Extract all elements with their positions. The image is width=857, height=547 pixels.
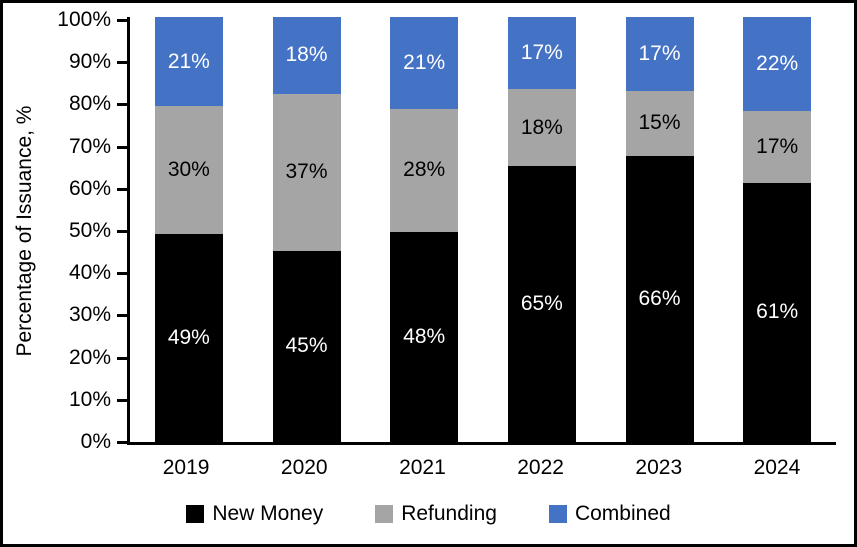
x-tick-label-2024: 2024 — [753, 456, 801, 479]
data-label: 28% — [403, 158, 446, 182]
legend-swatch-icon — [548, 505, 567, 523]
bar-column-2023: 17% 15% 66% — [601, 17, 719, 442]
data-label: 17% — [520, 41, 563, 65]
stacked-bar-2022: 17% 18% 65% — [507, 17, 576, 442]
data-label: 61% — [756, 300, 799, 324]
y-tick-mark — [117, 230, 130, 233]
bar-column-2022: 17% 18% 65% — [483, 17, 601, 442]
bar-segment-combined-2021: 21% — [390, 17, 459, 109]
bar-segment-refunding-2021: 28% — [390, 109, 459, 232]
data-label: 18% — [285, 43, 328, 67]
bar-segment-new-money-2020: 45% — [272, 250, 341, 442]
bar-segment-combined-2024: 22% — [743, 17, 812, 111]
bar-segment-refunding-2020: 37% — [272, 93, 341, 251]
bars-container: 21% 30% 49% 18% 37% 45% 21% 28% 48% 17% 18% 65% 17% 1… — [130, 17, 836, 442]
stacked-bar-2020: 18% 37% 45% — [272, 17, 341, 442]
bar-column-2020: 18% 37% 45% — [248, 17, 366, 442]
legend-label: New Money — [212, 502, 324, 525]
x-tick-label-2022: 2022 — [517, 456, 564, 479]
y-tick-mark — [117, 187, 130, 191]
bar-segment-combined-2023: 17% — [625, 17, 694, 91]
y-tick-label: 0% — [80, 430, 111, 453]
legend-item-new-money: New Money — [186, 502, 323, 526]
y-tick-label: 30% — [68, 303, 111, 327]
legend-label: Combined — [574, 502, 671, 525]
data-label: 17% — [638, 41, 681, 65]
y-tick-label: 90% — [68, 50, 111, 74]
data-label: 48% — [403, 324, 446, 348]
y-tick-mark — [117, 19, 130, 22]
y-tick-mark — [117, 145, 130, 149]
x-tick-label-2019: 2019 — [162, 456, 210, 479]
y-tick-mark — [117, 314, 130, 318]
bar-segment-combined-2020: 18% — [272, 17, 341, 94]
legend-item-refunding: Refunding — [375, 502, 497, 526]
data-label: 66% — [638, 286, 681, 310]
bar-column-2024: 22% 17% 61% — [718, 17, 836, 442]
bar-segment-new-money-2022: 65% — [507, 165, 576, 442]
x-tick-label-2023: 2023 — [635, 456, 683, 479]
x-tick-label-2021: 2021 — [399, 456, 446, 479]
y-tick-label: 60% — [68, 176, 111, 200]
legend-swatch-icon — [375, 505, 394, 523]
stacked-bar-2024: 22% 17% 61% — [743, 17, 812, 442]
data-label: 45% — [285, 334, 328, 358]
bar-segment-new-money-2019: 49% — [154, 233, 223, 442]
data-label: 49% — [167, 325, 210, 349]
y-tick-mark — [117, 103, 130, 107]
bar-segment-refunding-2019: 30% — [154, 106, 223, 234]
y-tick-mark — [117, 356, 130, 360]
stacked-bar-2019: 21% 30% 49% — [154, 17, 223, 442]
data-label: 30% — [167, 158, 210, 181]
data-label: 22% — [756, 51, 799, 75]
y-tick-mark — [117, 441, 130, 444]
data-label: 37% — [285, 160, 328, 184]
legend-swatch-icon — [186, 505, 205, 523]
y-tick-label: 100% — [57, 8, 111, 31]
bar-segment-refunding-2022: 18% — [507, 89, 576, 166]
x-axis-labels: 2019 2020 2021 2022 2023 2024 — [127, 455, 836, 481]
y-tick-label: 50% — [68, 219, 111, 242]
y-tick-label: 40% — [68, 261, 111, 285]
bar-column-2019: 21% 30% 49% — [130, 17, 248, 442]
bar-column-2021: 21% 28% 48% — [365, 17, 483, 442]
bar-segment-combined-2022: 17% — [507, 17, 576, 90]
y-tick-label: 10% — [68, 387, 111, 411]
stacked-bar-2023: 17% 15% 66% — [625, 17, 694, 442]
y-tick-mark — [117, 61, 130, 65]
data-label: 21% — [167, 49, 210, 73]
y-tick-label: 80% — [68, 92, 111, 116]
legend: New Money Refunding Combined — [3, 499, 854, 529]
legend-label: Refunding — [401, 502, 497, 525]
bar-segment-refunding-2023: 15% — [625, 90, 694, 156]
data-label: 21% — [403, 51, 446, 74]
data-label: 18% — [520, 115, 563, 139]
stacked-bar-2021: 21% 28% 48% — [390, 17, 459, 442]
bar-segment-refunding-2024: 17% — [743, 110, 812, 183]
y-tick-label: 20% — [68, 345, 111, 369]
bar-segment-combined-2019: 21% — [154, 17, 223, 107]
bar-segment-new-money-2023: 66% — [625, 155, 694, 442]
x-tick-label-2020: 2020 — [280, 456, 328, 479]
data-label: 15% — [638, 111, 681, 135]
legend-item-combined: Combined — [548, 502, 671, 526]
y-tick-mark — [117, 398, 130, 402]
plot-area: 21% 30% 49% 18% 37% 45% 21% 28% 48% 17% 18% 65% 17% 1… — [127, 17, 836, 445]
y-tick-label: 70% — [68, 134, 111, 158]
data-label: 17% — [756, 134, 799, 158]
y-tick-mark — [117, 272, 130, 276]
bar-segment-new-money-2021: 48% — [390, 231, 459, 442]
bar-segment-new-money-2024: 61% — [743, 182, 812, 442]
data-label: 65% — [520, 291, 563, 315]
